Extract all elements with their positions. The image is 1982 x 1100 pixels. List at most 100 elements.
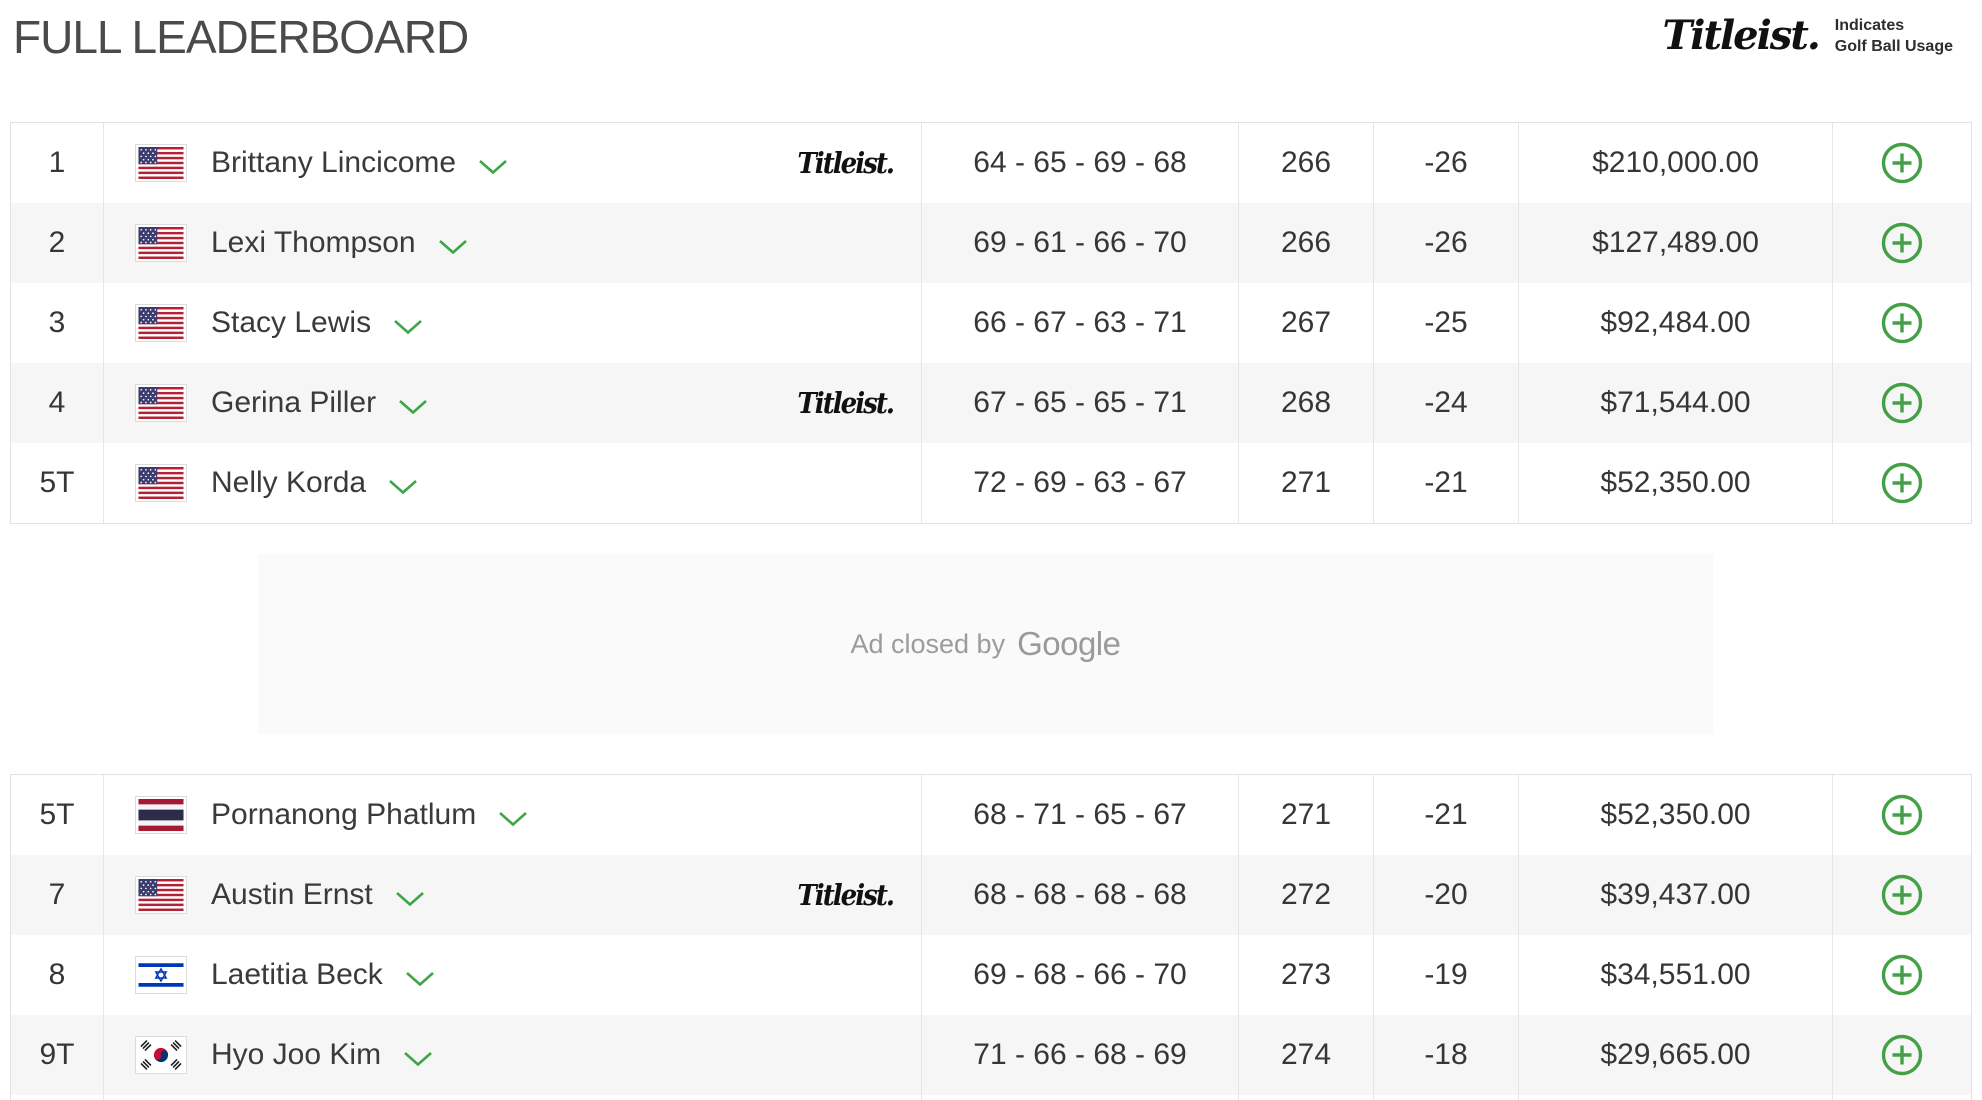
player-cell: Pornanong Phatlum bbox=[103, 775, 921, 855]
player-cell bbox=[103, 1095, 921, 1100]
google-logo: Google bbox=[1017, 625, 1121, 662]
plus-circle-icon[interactable] bbox=[1880, 953, 1924, 997]
rank-cell: 8 bbox=[48, 958, 66, 991]
round-scores-cell: 69 - 68 - 66 - 70 bbox=[921, 935, 1238, 1015]
expand-row-button[interactable] bbox=[1832, 775, 1971, 855]
expand-row-button[interactable] bbox=[1832, 123, 1971, 203]
chevron-down-icon[interactable] bbox=[498, 811, 528, 827]
expand-row-button[interactable] bbox=[1832, 1015, 1971, 1095]
titleist-legend: Titleist. Indicates Golf Ball Usage bbox=[1663, 6, 1953, 59]
to-par-cell: -19 bbox=[1373, 935, 1518, 1015]
player-name-link[interactable]: Lexi Thompson bbox=[211, 226, 416, 259]
flag-usa-icon bbox=[135, 384, 187, 422]
round-scores-cell: 64 - 65 - 69 - 68 bbox=[921, 123, 1238, 203]
plus-circle-icon[interactable] bbox=[1880, 381, 1924, 425]
leaderboard-table-bottom: 5T Pornanong Phatlum 68 - 71 - 65 - 67 2… bbox=[10, 774, 1972, 1100]
chevron-down-icon[interactable] bbox=[478, 159, 508, 175]
flag-thailand-icon bbox=[135, 796, 187, 834]
player-name-link[interactable]: Gerina Piller bbox=[211, 386, 377, 419]
money-cell: $52,350.00 bbox=[1518, 443, 1832, 523]
expand-row-button[interactable] bbox=[1832, 935, 1971, 1015]
money-cell: $210,000.00 bbox=[1518, 123, 1832, 203]
plus-circle-icon[interactable] bbox=[1880, 461, 1924, 505]
chevron-down-icon[interactable] bbox=[388, 479, 418, 495]
to-par-cell: -26 bbox=[1373, 203, 1518, 283]
titleist-logo: Titleist. bbox=[1662, 12, 1821, 59]
round-scores-cell: 68 - 68 - 68 - 68 bbox=[921, 855, 1238, 935]
plus-circle-icon[interactable] bbox=[1880, 301, 1924, 345]
rank-cell bbox=[11, 1095, 103, 1100]
to-par-cell: -21 bbox=[1373, 775, 1518, 855]
player-name-link[interactable]: Pornanong Phatlum bbox=[211, 798, 477, 831]
flag-usa-icon bbox=[135, 464, 187, 502]
page-title: FULL LEADERBOARD bbox=[13, 11, 469, 63]
rank-cell: 7 bbox=[48, 878, 66, 911]
table-row: 4 Gerina Piller Titleist. 67 - 65 - 65 -… bbox=[11, 363, 1971, 443]
rank-cell: 1 bbox=[48, 146, 66, 179]
table-row: 5T Nelly Korda 72 - 69 - 63 - 67 271 -21… bbox=[11, 443, 1971, 523]
leaderboard-table-top: 1 Brittany Lincicome Titleist. 64 - 65 -… bbox=[10, 122, 1972, 524]
plus-circle-icon[interactable] bbox=[1880, 873, 1924, 917]
chevron-down-icon[interactable] bbox=[398, 399, 428, 415]
player-name-link[interactable]: Brittany Lincicome bbox=[211, 146, 457, 179]
rank-cell: 5T bbox=[39, 798, 75, 831]
plus-circle-icon[interactable] bbox=[1880, 793, 1924, 837]
player-cell: Stacy Lewis bbox=[103, 283, 921, 363]
round-scores-cell: 68 - 71 - 65 - 67 bbox=[921, 775, 1238, 855]
table-row: 3 Stacy Lewis 66 - 67 - 63 - 71 267 -25 … bbox=[11, 283, 1971, 363]
rank-cell: 9T bbox=[39, 1038, 75, 1071]
to-par-cell: -24 bbox=[1373, 363, 1518, 443]
total-cell: 273 bbox=[1238, 935, 1373, 1015]
player-name-link[interactable]: Laetitia Beck bbox=[211, 958, 383, 991]
to-par-cell: -20 bbox=[1373, 855, 1518, 935]
table-row: 9T Hyo Joo Kim 71 - 66 - 68 - 69 274 -18… bbox=[11, 1015, 1971, 1095]
rank-cell: 3 bbox=[48, 306, 66, 339]
chevron-down-icon[interactable] bbox=[438, 239, 468, 255]
chevron-down-icon[interactable] bbox=[395, 891, 425, 907]
money-cell: $39,437.00 bbox=[1518, 855, 1832, 935]
total-cell: 271 bbox=[1238, 775, 1373, 855]
round-scores-cell: 66 - 67 - 63 - 71 bbox=[921, 283, 1238, 363]
money-cell: $92,484.00 bbox=[1518, 283, 1832, 363]
money-cell: $52,350.00 bbox=[1518, 775, 1832, 855]
expand-row-button[interactable] bbox=[1832, 363, 1971, 443]
player-cell: Brittany Lincicome Titleist. bbox=[103, 123, 921, 203]
round-scores-cell: 69 - 61 - 66 - 70 bbox=[921, 203, 1238, 283]
total-cell: 266 bbox=[1238, 123, 1373, 203]
player-name-link[interactable]: Hyo Joo Kim bbox=[211, 1038, 382, 1071]
chevron-down-icon[interactable] bbox=[403, 1051, 433, 1067]
expand-row-button[interactable] bbox=[1832, 203, 1971, 283]
to-par-cell: -18 bbox=[1373, 1015, 1518, 1095]
player-cell: Austin Ernst Titleist. bbox=[103, 855, 921, 935]
plus-circle-icon[interactable] bbox=[1880, 141, 1924, 185]
ad-banner: Ad closed by Google bbox=[258, 554, 1713, 734]
ad-closed-text: Ad closed by bbox=[850, 628, 1006, 659]
to-par-cell: -25 bbox=[1373, 283, 1518, 363]
player-cell: Hyo Joo Kim bbox=[103, 1015, 921, 1095]
total-cell: 267 bbox=[1238, 283, 1373, 363]
expand-row-button[interactable] bbox=[1832, 283, 1971, 363]
to-par-cell: -21 bbox=[1373, 443, 1518, 523]
total-cell: 272 bbox=[1238, 855, 1373, 935]
plus-circle-icon[interactable] bbox=[1880, 1033, 1924, 1077]
flag-usa-icon bbox=[135, 224, 187, 262]
total-cell: 274 bbox=[1238, 1015, 1373, 1095]
table-row: 5T Pornanong Phatlum 68 - 71 - 65 - 67 2… bbox=[11, 775, 1971, 855]
rank-cell: 4 bbox=[48, 386, 66, 419]
total-cell: 271 bbox=[1238, 443, 1373, 523]
titleist-ball-icon: Titleist. bbox=[797, 878, 895, 912]
total-cell: 266 bbox=[1238, 203, 1373, 283]
table-row-partial bbox=[11, 1095, 1971, 1100]
player-name-link[interactable]: Nelly Korda bbox=[211, 466, 367, 499]
plus-circle-icon[interactable] bbox=[1880, 221, 1924, 265]
money-cell: $71,544.00 bbox=[1518, 363, 1832, 443]
player-cell: Nelly Korda bbox=[103, 443, 921, 523]
table-row: 2 Lexi Thompson 69 - 61 - 66 - 70 266 -2… bbox=[11, 203, 1971, 283]
player-name-link[interactable]: Stacy Lewis bbox=[211, 306, 372, 339]
chevron-down-icon[interactable] bbox=[405, 971, 435, 987]
player-name-link[interactable]: Austin Ernst bbox=[211, 878, 373, 911]
expand-row-button[interactable] bbox=[1832, 443, 1971, 523]
round-scores-cell: 71 - 66 - 68 - 69 bbox=[921, 1015, 1238, 1095]
expand-row-button[interactable] bbox=[1832, 855, 1971, 935]
chevron-down-icon[interactable] bbox=[393, 319, 423, 335]
